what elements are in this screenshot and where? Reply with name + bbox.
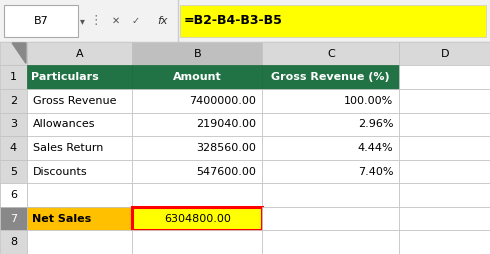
Bar [132,230,262,254]
Text: =B2-B4-B3-B5: =B2-B4-B3-B5 [184,14,283,27]
Bar [262,230,399,254]
Bar [399,183,490,207]
Text: 3: 3 [10,119,17,129]
Bar [132,160,262,183]
Text: 6: 6 [10,190,17,200]
Bar [262,42,399,66]
Text: Net Sales: Net Sales [32,214,91,224]
Bar [27,207,132,230]
Bar [262,183,399,207]
Bar [132,183,262,207]
Bar [4,5,78,37]
Text: fx: fx [157,16,167,26]
Text: ▾: ▾ [79,16,84,26]
Bar [0,183,27,207]
Text: 2.96%: 2.96% [358,119,393,129]
Bar [399,42,490,66]
Bar [27,136,132,160]
Text: C: C [327,49,335,59]
Bar [399,230,490,254]
Bar [0,230,27,254]
Bar [0,89,27,113]
Text: Gross Revenue (%): Gross Revenue (%) [271,72,390,82]
Bar [132,42,262,66]
Bar [399,113,490,136]
Bar [27,160,132,183]
Bar [132,136,262,160]
Text: Sales Return: Sales Return [33,143,103,153]
Text: 7.40%: 7.40% [358,167,393,177]
Bar [180,5,486,37]
Bar [399,183,490,207]
Text: 1: 1 [10,72,17,82]
Bar [0,42,27,66]
Text: Particulars: Particulars [31,72,98,82]
Bar [0,207,27,230]
Bar [262,160,399,183]
Bar [132,89,262,113]
Text: Gross Revenue: Gross Revenue [33,96,117,106]
Text: D: D [441,49,449,59]
Bar [399,89,490,113]
Bar [262,207,399,230]
Text: 7: 7 [10,214,17,224]
Text: 4.44%: 4.44% [358,143,393,153]
Text: ✓: ✓ [132,16,140,26]
Bar [27,183,132,207]
Text: ✕: ✕ [112,16,120,26]
Bar [27,183,132,207]
Bar [132,207,262,230]
Bar [262,89,399,113]
Bar [0,113,27,136]
Text: A: A [76,49,83,59]
Bar [262,113,399,136]
Text: B: B [194,49,201,59]
Bar [262,136,399,160]
Text: 2: 2 [10,96,17,106]
Text: 547600.00: 547600.00 [196,167,256,177]
Bar [399,136,490,160]
Text: 5: 5 [10,167,17,177]
Bar [132,66,262,89]
Bar [399,207,490,230]
Bar [27,66,132,89]
Bar [262,183,399,207]
Text: 4: 4 [10,143,17,153]
Polygon shape [12,43,26,63]
Text: Discounts: Discounts [33,167,88,177]
Text: 7400000.00: 7400000.00 [189,96,256,106]
Text: Amount: Amount [173,72,221,82]
Bar [132,183,262,207]
Bar [27,42,132,66]
Text: 6304800.00: 6304800.00 [164,214,231,224]
Bar [0,160,27,183]
Bar [132,207,262,230]
Bar [0,183,27,207]
Bar [0,136,27,160]
Text: 219040.00: 219040.00 [196,119,256,129]
Text: ⋮: ⋮ [90,14,102,27]
Text: 328560.00: 328560.00 [196,143,256,153]
Text: B7: B7 [34,16,49,26]
Text: 8: 8 [10,237,17,247]
Text: 100.00%: 100.00% [344,96,393,106]
Bar [27,89,132,113]
Bar [399,66,490,89]
Bar [399,160,490,183]
Bar [27,230,132,254]
Bar [262,66,399,89]
Bar [27,113,132,136]
Bar [0,66,27,89]
Bar [132,113,262,136]
Text: Allowances: Allowances [33,119,96,129]
